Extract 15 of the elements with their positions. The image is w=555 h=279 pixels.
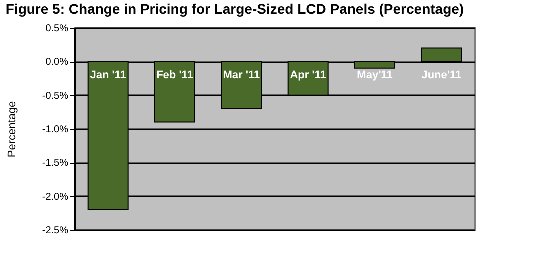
x-tick-label: May'11 [357,70,393,82]
y-tick-label: 0.5% [46,24,69,34]
x-tick-label: Jan '11 [90,70,126,82]
x-tick-label: June'11 [422,70,462,82]
x-tick-label: Mar '11 [223,70,260,82]
y-tick-label: 0.0% [46,57,69,68]
x-tick-label: Apr '11 [290,70,326,82]
y-axis-title: Percentage [6,101,18,158]
y-tick-label: -2.0% [42,192,69,203]
x-tick-label: Feb '11 [156,70,194,82]
y-tick-label: -1.5% [42,158,69,170]
y-tick-label: -2.5% [42,226,69,236]
chart-title: Figure 5: Change in Pricing for Large-Sized LCD Panels (Percentage) [6,1,464,17]
y-tick-label: -0.5% [42,90,69,102]
y-tick-label: -1.0% [42,124,69,136]
